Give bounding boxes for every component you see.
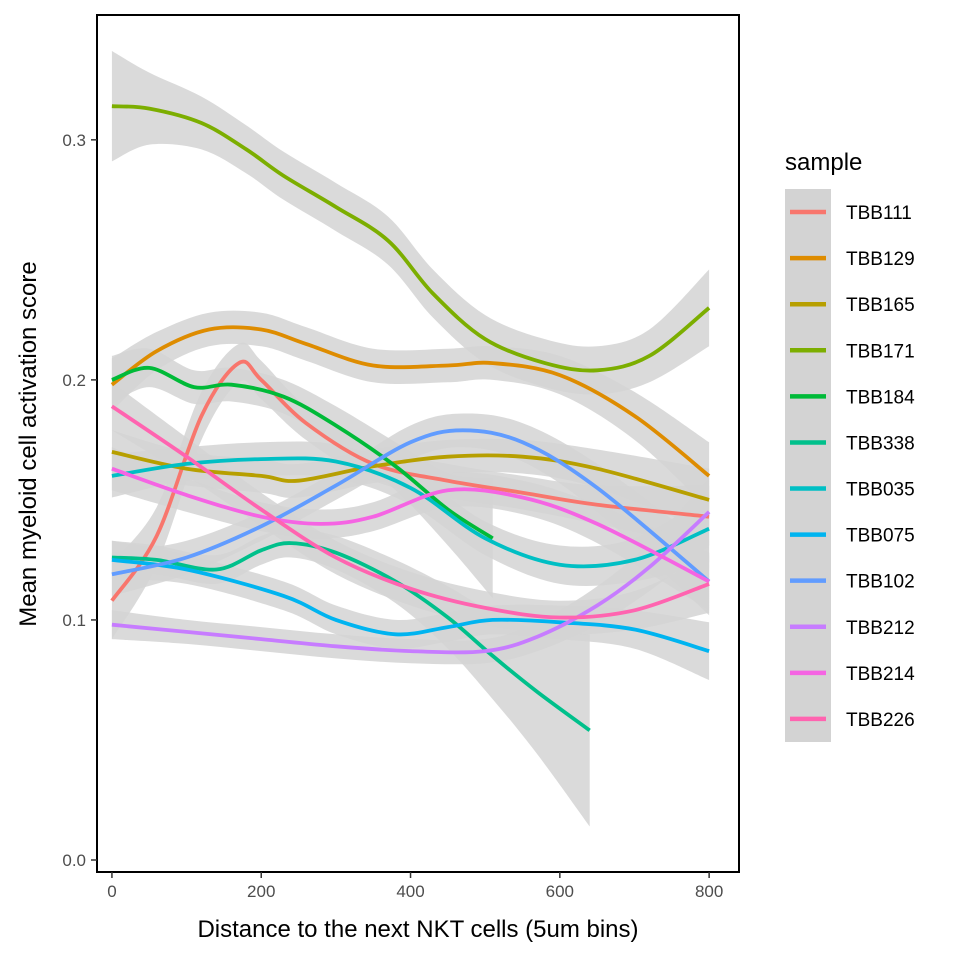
confidence-band-TBB226 <box>111 382 710 635</box>
x-tick-label: 600 <box>546 882 574 901</box>
series-line-TBB165 <box>111 450 710 502</box>
x-tick-label: 800 <box>695 882 723 901</box>
series-line-TBB129 <box>110 325 711 478</box>
confidence-band-TBB214 <box>111 447 710 611</box>
y-axis: 0.0 0.1 0.2 0.3 <box>62 131 97 870</box>
legend-label-TBB214: TBB214 <box>846 664 915 685</box>
x-tick-label: 400 <box>396 882 424 901</box>
legend-label-TBB212: TBB212 <box>846 618 915 639</box>
legend-label-TBB129: TBB129 <box>846 249 915 270</box>
legend-label-TBB171: TBB171 <box>846 341 915 362</box>
legend-label-TBB111: TBB111 <box>846 203 912 224</box>
series-line-TBB212 <box>111 510 711 655</box>
legend-label-TBB165: TBB165 <box>846 295 915 316</box>
series-line-TBB102 <box>111 428 711 583</box>
y-tick-label: 0.2 <box>62 371 86 390</box>
legend-label-TBB102: TBB102 <box>846 572 915 593</box>
confidence-bands <box>111 51 710 827</box>
x-tick-label: 200 <box>247 882 275 901</box>
series-line-TBB184 <box>111 365 494 540</box>
legend-label-TBB226: TBB226 <box>846 710 915 731</box>
y-tick-label: 0.0 <box>62 851 86 870</box>
legend-label-TBB075: TBB075 <box>846 526 915 547</box>
legend-label-TBB035: TBB035 <box>846 480 915 501</box>
confidence-band-TBB171 <box>111 51 710 395</box>
y-tick-label: 0.3 <box>62 131 86 150</box>
legend: sample TBB111 TBB129 TBB165 TBB171 TBB184 TBB… <box>785 149 915 742</box>
legend-label-TBB184: TBB184 <box>846 387 915 408</box>
y-tick-label: 0.1 <box>62 611 86 630</box>
x-axis: 0 200 400 600 800 <box>107 872 723 901</box>
plot-panel-border <box>96 14 740 873</box>
series-line-TBB171 <box>111 104 711 373</box>
x-tick-label: 0 <box>107 882 116 901</box>
series-line-TBB338 <box>111 541 591 732</box>
legend-key-background <box>785 189 831 742</box>
confidence-band-TBB035 <box>111 441 710 587</box>
confidence-band-TBB075 <box>111 540 710 680</box>
legend-title: sample <box>785 149 862 176</box>
legend-label-TBB338: TBB338 <box>846 433 915 454</box>
series-lines <box>110 104 711 732</box>
x-axis-title: Distance to the next NKT cells (5um bins… <box>197 916 638 943</box>
y-axis-title: Mean myeloid cell activation score <box>15 261 42 627</box>
series-line-TBB035 <box>111 456 710 569</box>
series-line-TBB214 <box>111 466 710 584</box>
series-line-TBB075 <box>111 558 710 653</box>
series-line-TBB226 <box>110 404 710 620</box>
